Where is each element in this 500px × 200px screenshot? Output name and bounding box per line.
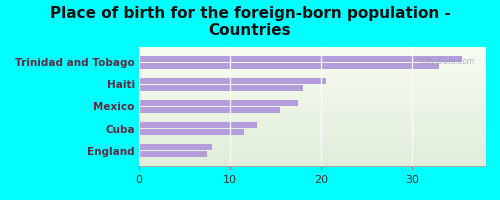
Bar [139, 122, 258, 128]
Bar [139, 129, 244, 135]
Bar [139, 144, 212, 150]
Bar [139, 107, 280, 113]
Bar [139, 63, 440, 69]
Bar [139, 56, 462, 62]
Bar [139, 151, 207, 157]
Text: Place of birth for the foreign-born population -
Countries: Place of birth for the foreign-born popu… [50, 6, 450, 38]
Bar [139, 85, 303, 91]
Bar [139, 100, 298, 106]
Text: City-Data.com: City-Data.com [420, 57, 474, 66]
Bar [139, 78, 326, 84]
